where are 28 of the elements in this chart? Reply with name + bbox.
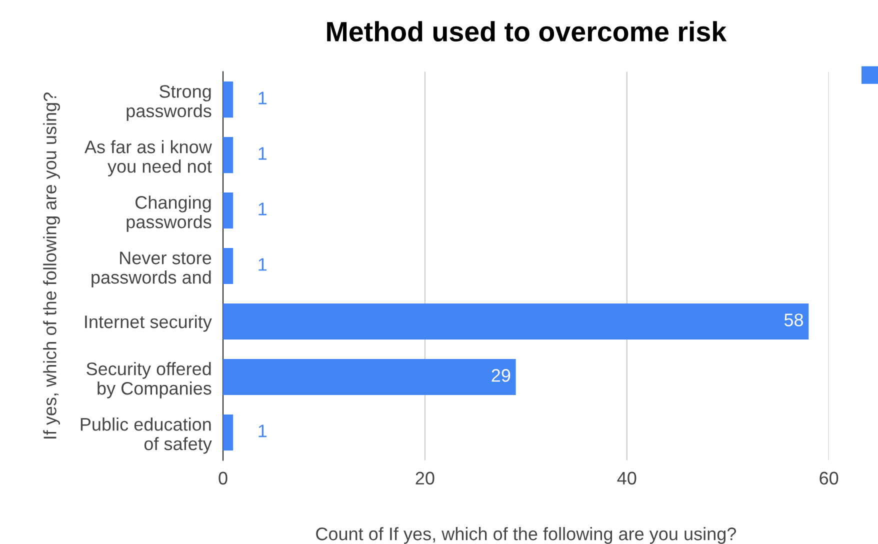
y-tick-label: Strong passwords bbox=[126, 85, 212, 121]
y-tick-label: Internet security bbox=[85, 314, 212, 332]
data-label: 29 bbox=[492, 369, 510, 382]
y-tick-label: Never store passwords and bbox=[92, 252, 212, 288]
x-tick-label: 20 bbox=[416, 472, 434, 485]
data-label: 58 bbox=[784, 314, 804, 326]
y-tick-label: Public education of safety bbox=[80, 418, 212, 454]
y-tick-label: As far as i know you need not bbox=[84, 140, 212, 176]
y-tick-label: Security offered by Companies bbox=[86, 362, 212, 398]
data-label: 1 bbox=[258, 258, 266, 271]
x-tick-label: 0 bbox=[218, 472, 228, 485]
bar bbox=[223, 248, 234, 284]
bar bbox=[223, 358, 516, 396]
y-tick-label: Changing passwords bbox=[126, 196, 212, 232]
bar bbox=[223, 303, 809, 340]
x-tick-label: 40 bbox=[617, 472, 636, 485]
data-label: 1 bbox=[258, 147, 266, 160]
y-axis-title: If yes, which of the following are you using? bbox=[43, 92, 60, 438]
data-label: 1 bbox=[258, 202, 266, 216]
x-axis-title: Count of If yes, which of the following are you using? bbox=[316, 527, 736, 544]
chart-title: Method used to overcome risk bbox=[327, 21, 727, 42]
data-label: 1 bbox=[258, 92, 266, 104]
bar bbox=[223, 192, 234, 229]
bar bbox=[223, 137, 234, 174]
bar bbox=[223, 82, 234, 118]
x-tick-label: 60 bbox=[820, 472, 838, 485]
data-label: 1 bbox=[258, 424, 266, 438]
bar bbox=[223, 414, 234, 451]
